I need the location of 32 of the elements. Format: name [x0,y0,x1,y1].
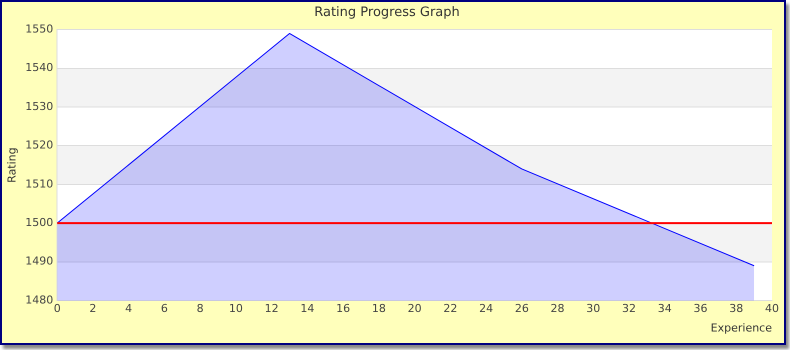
x-axis-title: Experience [710,321,772,334]
x-tick-label: 18 [372,302,386,316]
chart-title: Rating Progress Graph [314,5,460,20]
x-tick-label: 4 [125,302,132,316]
x-tick-label: 40 [765,302,779,316]
x-tick-label: 36 [694,302,708,316]
x-tick-label: 12 [264,302,279,316]
x-tick-label: 26 [514,302,529,316]
y-tick-label: 1520 [25,138,54,152]
x-tick-label: 14 [300,302,314,316]
x-tick-label: 24 [479,302,494,316]
x-tick-label: 10 [228,302,243,316]
x-tick-label: 28 [550,302,565,316]
x-tick-label: 8 [196,302,204,316]
y-tick-label: 1500 [25,216,54,230]
y-axis-title: Rating [5,147,18,183]
x-tick-label: 32 [622,302,636,316]
x-tick-label: 20 [408,302,422,316]
y-tick-label: 1530 [25,100,54,113]
x-tick-label: 2 [89,302,96,316]
x-tick-label: 22 [443,302,458,316]
x-tick-label: 34 [658,302,672,316]
y-tick-label: 1540 [25,61,54,74]
y-tick-label: 1490 [25,254,54,268]
x-tick-label: 6 [160,302,168,316]
x-tick-label: 0 [54,302,61,316]
x-tick-label: 30 [586,302,600,316]
x-tick-label: 38 [729,302,744,316]
y-tick-label: 1480 [25,293,54,306]
y-tick-label: 1510 [25,177,54,190]
y-tick-label: 1550 [25,22,54,36]
x-tick-label: 16 [336,302,350,316]
